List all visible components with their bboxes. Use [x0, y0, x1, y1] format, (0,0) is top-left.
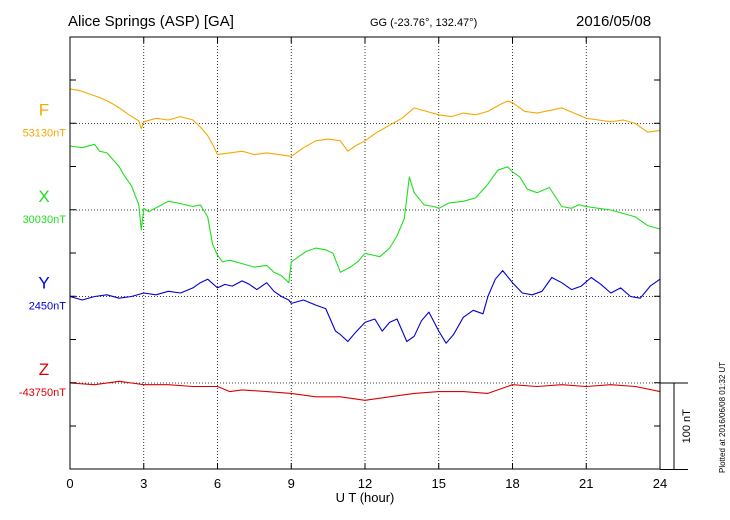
x-tick-label: 6	[214, 476, 221, 491]
series-group	[69, 88, 661, 401]
series-name-f: F	[39, 101, 49, 120]
series-baseline-y: 2450nT	[29, 301, 67, 313]
x-tick-label: 3	[140, 476, 147, 491]
x-tick-label: 0	[66, 476, 73, 491]
series-baseline-f: 53130nT	[23, 128, 67, 140]
x-tick-label: 12	[358, 476, 372, 491]
scale-bar-label: 100 nT	[681, 409, 693, 444]
x-tick-label: 18	[505, 476, 519, 491]
series-name-y: Y	[38, 274, 49, 293]
x-axis-label: U T (hour)	[336, 490, 395, 505]
series-labels: F 53130nT X 30030nT Y 2450nT Z -43750nT	[19, 101, 66, 400]
series-line-y	[69, 270, 661, 344]
series-line-z	[69, 380, 661, 401]
x-tick-label: 15	[432, 476, 446, 491]
x-tick-label: 21	[579, 476, 593, 491]
chart-title: Alice Springs (ASP) [GA]	[68, 13, 234, 30]
series-baseline-x: 30030nT	[23, 214, 67, 226]
series-line-x	[69, 143, 661, 284]
scale-bar: 100 nT	[660, 382, 693, 470]
chart-date: 2016/05/08	[576, 13, 652, 30]
series-baseline-z: -43750nT	[19, 387, 66, 399]
x-axis: 0 3 6 9 12 15 18 21 24	[66, 37, 667, 491]
x-tick-label: 9	[288, 476, 295, 491]
x-tick-label: 24	[653, 476, 667, 491]
plotted-timestamp: Plotted at 2016/06/08 01:32 UT	[718, 361, 727, 473]
series-line-f	[69, 88, 661, 157]
station-coordinates: GG (-23.76°, 132.47°)	[370, 17, 478, 29]
series-name-x: X	[38, 187, 49, 206]
grid	[70, 37, 660, 469]
series-name-z: Z	[39, 360, 49, 379]
